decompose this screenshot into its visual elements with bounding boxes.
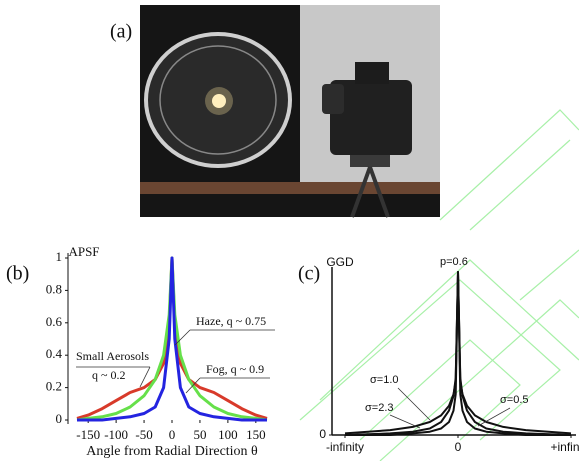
annotation: σ=2.3	[365, 402, 394, 414]
y-axis-label: GGD	[326, 255, 354, 269]
leader-line	[390, 415, 420, 428]
y-tick-label: 0	[56, 411, 63, 426]
x-axis-label: Angle from Radial Direction θ	[86, 444, 258, 459]
panel-label: (a)	[110, 21, 132, 43]
x-tick-label: 0	[455, 440, 462, 454]
leader-line	[398, 388, 430, 420]
panel-label: (c)	[298, 263, 320, 285]
x-tick-label: 50	[193, 427, 206, 442]
y-tick-label: 0.4	[46, 346, 63, 361]
y-tick-label: 1	[56, 249, 63, 264]
annotation: Haze, q ~ 0.75	[196, 314, 266, 328]
figure: (a) (b) APSF Angle from Radial Direction θ…	[0, 0, 579, 461]
y-tick-label: 0.8	[46, 281, 62, 296]
y-tick-label: 0.2	[46, 379, 62, 394]
y-tick-label: 0	[319, 427, 326, 441]
annotation: Fog, q ~ 0.9	[206, 362, 264, 376]
annotation: q ~ 0.2	[92, 368, 126, 382]
series-line	[77, 258, 267, 420]
x-tick-label: -infinity	[326, 440, 364, 454]
photo: (a)	[110, 5, 440, 217]
annotation: σ=1.0	[370, 374, 399, 386]
y-tick-label: 0.6	[46, 314, 63, 329]
x-tick-label: -100	[104, 427, 128, 442]
annotation: Small Aerosols	[76, 349, 149, 363]
x-tick-label: 100	[218, 427, 238, 442]
x-tick-label: -150	[76, 427, 100, 442]
x-tick-label: +infinity	[550, 440, 579, 454]
panel-label: (b)	[6, 263, 29, 285]
x-tick-label: 150	[246, 427, 266, 442]
y-axis-label: APSF	[68, 244, 99, 259]
annotation: σ=0.5	[500, 394, 529, 406]
x-tick-label: 0	[169, 427, 176, 442]
x-tick-label: -50	[135, 427, 152, 442]
annotation: p=0.6	[440, 256, 468, 268]
